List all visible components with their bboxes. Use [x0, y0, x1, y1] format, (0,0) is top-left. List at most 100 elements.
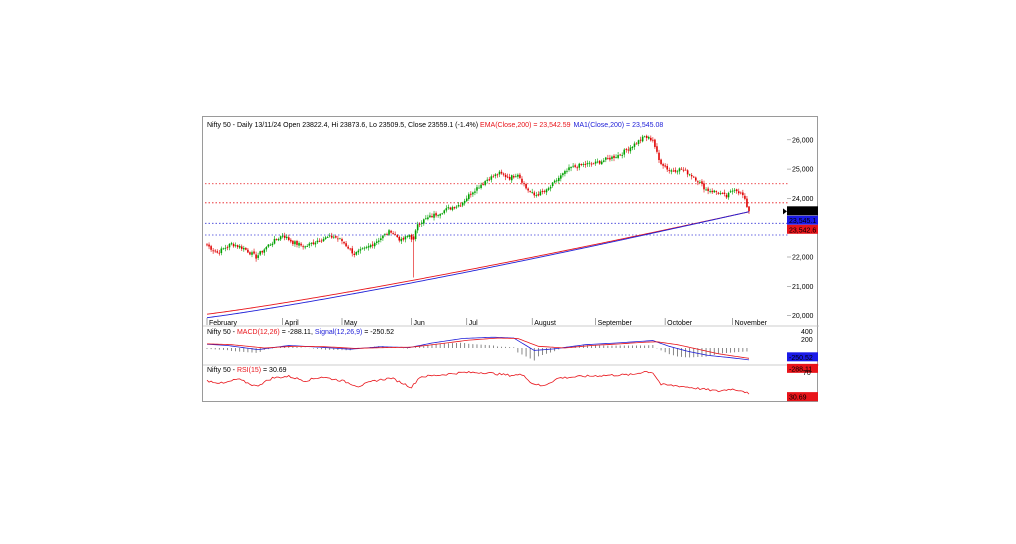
candle-body — [500, 171, 503, 174]
candle-body — [744, 195, 746, 199]
candle-body — [404, 236, 407, 240]
candle-body — [684, 169, 687, 171]
candle-body — [748, 206, 750, 212]
candle-body — [594, 161, 597, 164]
candle-body — [318, 240, 321, 242]
price-tag-arrow — [783, 208, 787, 215]
candle-body — [705, 189, 707, 191]
candle-body — [423, 219, 425, 224]
candle-body — [584, 163, 587, 165]
candle-body — [695, 177, 697, 181]
price-value-tag-text: 23,545.1 — [789, 218, 816, 225]
candle-body — [425, 218, 427, 220]
candle-body — [531, 191, 533, 193]
candle-body — [670, 170, 673, 172]
candle-body — [463, 200, 466, 204]
candle-body — [306, 246, 309, 247]
candle-body — [410, 234, 413, 240]
candle-body — [729, 191, 732, 193]
x-month-label: Jul — [469, 320, 478, 327]
rsi-value-tag-text: 30.69 — [789, 395, 807, 402]
price-value-tag-text: 23,559.1 — [789, 209, 816, 216]
candle-body — [275, 239, 278, 240]
candle-body — [343, 241, 345, 244]
candle-body — [545, 189, 548, 193]
candle-body — [707, 188, 709, 191]
candle-body — [222, 248, 225, 250]
candle-body — [502, 173, 505, 175]
price-y-tick-label: 26,000 — [792, 137, 814, 144]
candle-body — [294, 241, 296, 245]
x-month-label: May — [344, 320, 358, 327]
candle-body — [253, 251, 255, 254]
chart-svg: Nifty 50 - Daily 13/11/24 Open 23822.4, … — [203, 122, 819, 402]
candle-body — [429, 215, 431, 218]
candle-body — [465, 198, 468, 202]
candle-body — [355, 251, 358, 255]
price-panel: 20,00021,00022,00023,00024,00025,00026,0… — [203, 134, 819, 327]
candle-body — [709, 191, 711, 193]
candle-body — [441, 213, 444, 215]
candle-body — [690, 174, 693, 177]
candle-body — [680, 168, 683, 170]
rsi-header: Nifty 50 - RSI(15) = 30.69 — [207, 367, 287, 374]
candle-body — [633, 143, 636, 147]
x-month-label: April — [285, 320, 299, 327]
price-value-tag-text: 23,542.6 — [789, 227, 816, 234]
candle-body — [490, 176, 493, 180]
candle-body — [394, 233, 396, 235]
candle-body — [245, 247, 247, 250]
ema-header-text: EMA(Close,200) = 23,542.59 — [480, 122, 571, 129]
candle-body — [232, 243, 235, 247]
candle-body — [234, 245, 237, 247]
candle-body — [631, 146, 634, 149]
candle-body — [226, 247, 229, 249]
candle-body — [602, 160, 605, 162]
candle-body — [402, 238, 405, 240]
candle-body — [265, 247, 268, 250]
price-y-tick-label: 22,000 — [792, 255, 814, 262]
signal-line — [206, 337, 750, 359]
candle-body — [359, 249, 362, 251]
candle-body — [557, 177, 560, 181]
x-month-label: February — [209, 320, 238, 327]
candle-body — [543, 191, 546, 192]
candle-body — [742, 192, 744, 196]
candle-body — [236, 245, 239, 248]
candle-body — [218, 252, 221, 254]
candle-body — [288, 237, 290, 241]
candle-body — [668, 170, 671, 172]
candle-body — [224, 247, 227, 249]
candle-body — [578, 163, 581, 168]
macd-value-tag — [787, 363, 818, 373]
candle-body — [553, 180, 556, 183]
candle-body — [283, 235, 286, 238]
rsi-y-tick-label: 70 — [803, 370, 811, 377]
candle-body — [637, 140, 640, 144]
candle-body — [574, 165, 576, 167]
candle-body — [361, 248, 364, 250]
macd-y-tick-label: 200 — [801, 337, 813, 344]
price-value-tag — [787, 224, 818, 234]
x-month-label: August — [534, 320, 556, 327]
candle-body — [486, 179, 489, 181]
candle-body — [727, 192, 730, 198]
candle-body — [674, 170, 677, 172]
candle-body — [533, 192, 536, 196]
candle-body — [488, 179, 491, 181]
candle-body — [541, 190, 544, 192]
candle-body — [206, 244, 208, 246]
x-month-label: November — [735, 320, 768, 327]
candle-body — [447, 207, 450, 209]
candle-body — [420, 222, 423, 224]
candle-body — [480, 184, 482, 189]
candle-body — [723, 192, 726, 194]
candle-body — [310, 242, 313, 244]
candle-body — [521, 178, 523, 183]
ma-line — [206, 211, 750, 319]
candle-body — [400, 238, 403, 242]
candle-body — [576, 167, 578, 169]
macd-header: Nifty 50 - MACD(12,26) = -288.11, Signal… — [207, 329, 394, 336]
candle-body — [508, 176, 511, 180]
